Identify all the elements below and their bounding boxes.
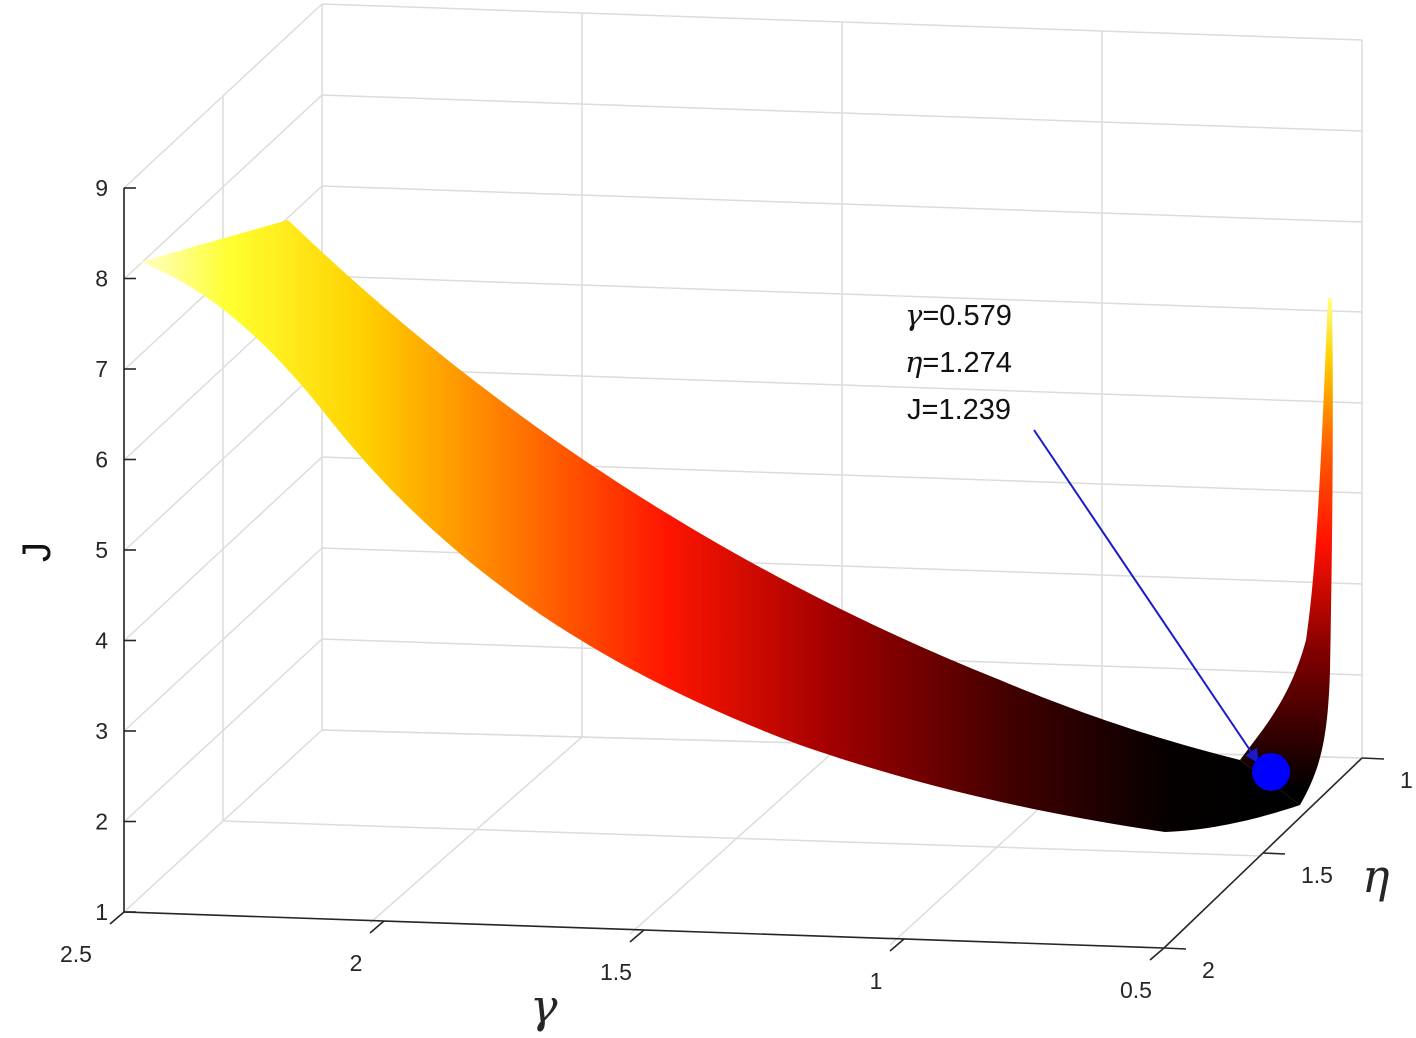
surface-right-wall bbox=[1240, 298, 1333, 805]
gamma-tick-label: 0.5 bbox=[1120, 977, 1152, 1003]
z-tick-label: 6 bbox=[95, 447, 108, 473]
z-tick-label: 8 bbox=[95, 266, 108, 292]
eta-tick-label: 1 bbox=[1400, 767, 1413, 793]
gamma-ticks: 2.5 2 1.5 1 0.5 bbox=[60, 911, 1165, 1003]
eta-tick-label: 1.5 bbox=[1301, 862, 1333, 888]
gamma-tick-label: 1.5 bbox=[600, 959, 632, 985]
z-tick-label: 2 bbox=[95, 809, 108, 835]
z-tick-label: 1 bbox=[95, 899, 108, 925]
gamma-tick-mark bbox=[1149, 947, 1165, 961]
eta-tick-label: 2 bbox=[1202, 957, 1215, 983]
gamma-tick-label: 2 bbox=[350, 950, 363, 976]
z-tick-label: 7 bbox=[95, 356, 108, 382]
z-tick-label: 9 bbox=[95, 175, 108, 201]
eta-tick-mark bbox=[1163, 947, 1187, 950]
gamma-tick-label: 1 bbox=[870, 968, 883, 994]
gamma-tick-label: 2.5 bbox=[60, 941, 92, 967]
optimum-marker bbox=[1252, 753, 1290, 791]
z-axis-label: J bbox=[15, 542, 59, 562]
eta-tick-mark bbox=[1262, 852, 1286, 855]
annotation-eta: η=1.274 bbox=[905, 345, 1012, 379]
z-tick-label: 4 bbox=[95, 628, 108, 654]
annotation-gamma: γ=0.579 bbox=[905, 298, 1012, 332]
grid-lines bbox=[123, 3, 1363, 946]
optimum-annotation: γ=0.579 η=1.274 J=1.239 bbox=[905, 298, 1290, 791]
gamma-tick-mark bbox=[629, 929, 645, 943]
z-ticks: 1 2 3 4 5 6 7 8 9 bbox=[95, 175, 136, 925]
annotation-arrow bbox=[1033, 429, 1259, 764]
annotation-j: J=1.239 bbox=[907, 394, 1011, 426]
gamma-tick-mark bbox=[109, 911, 125, 925]
gamma-tick-mark bbox=[889, 938, 905, 952]
eta-ticks: 11.52 bbox=[1163, 757, 1413, 983]
z-tick-label: 3 bbox=[95, 718, 108, 744]
z-tick-label: 5 bbox=[95, 537, 108, 563]
eta-axis-label: η bbox=[1362, 849, 1390, 903]
gamma-axis-label: γ bbox=[530, 979, 558, 1033]
surface bbox=[140, 220, 1333, 832]
eta-tick-mark bbox=[1361, 757, 1385, 760]
surface-main-band bbox=[140, 220, 1300, 832]
gamma-tick-mark bbox=[369, 920, 385, 934]
